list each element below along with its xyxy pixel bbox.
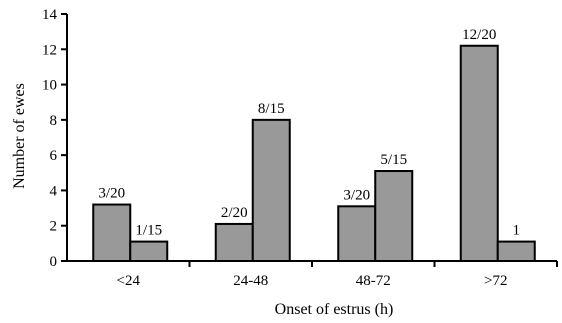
y-tick-label: 6 xyxy=(50,148,58,164)
x-tick-label: 24-48 xyxy=(233,273,268,289)
bar-value-label: 3/20 xyxy=(343,187,370,203)
bar-value-label: 5/15 xyxy=(380,152,407,168)
y-axis-ticks: 0 2 4 6 8 10 12 14 xyxy=(42,7,67,270)
y-tick-label: 0 xyxy=(50,254,58,270)
bars-group xyxy=(92,44,536,263)
bar xyxy=(251,118,291,262)
y-tick-label: 4 xyxy=(50,183,58,199)
bar-value-label: 2/20 xyxy=(221,205,248,221)
bar xyxy=(214,222,254,262)
bar xyxy=(129,240,169,262)
bar-value-label: 3/20 xyxy=(98,186,125,202)
bar-labels-group: 3/20 1/15 2/20 8/15 3/20 5/15 12/20 1 xyxy=(98,27,520,239)
x-tick-label: 48-72 xyxy=(356,273,391,289)
bar-value-label: 1/15 xyxy=(135,223,162,239)
bar-value-label: 1 xyxy=(513,223,521,239)
x-axis-label: Onset of estrus (h) xyxy=(275,301,394,318)
x-tick-label: >72 xyxy=(484,273,507,289)
y-tick-label: 8 xyxy=(50,113,58,129)
y-tick-label: 2 xyxy=(50,219,58,235)
y-tick-label: 14 xyxy=(42,7,58,23)
y-tick-label: 12 xyxy=(42,42,57,58)
bar xyxy=(374,170,414,262)
bar-value-label: 12/20 xyxy=(462,27,496,43)
x-tick-label: <24 xyxy=(117,273,141,289)
bar-value-label: 8/15 xyxy=(258,101,285,117)
bar xyxy=(496,240,536,262)
y-axis-label: Number of ewes xyxy=(11,83,28,189)
y-tick-label: 10 xyxy=(42,78,57,94)
bar xyxy=(92,203,132,263)
bar xyxy=(337,205,377,262)
x-axis-ticks: <24 24-48 48-72 >72 xyxy=(117,261,558,289)
bar xyxy=(459,44,499,262)
